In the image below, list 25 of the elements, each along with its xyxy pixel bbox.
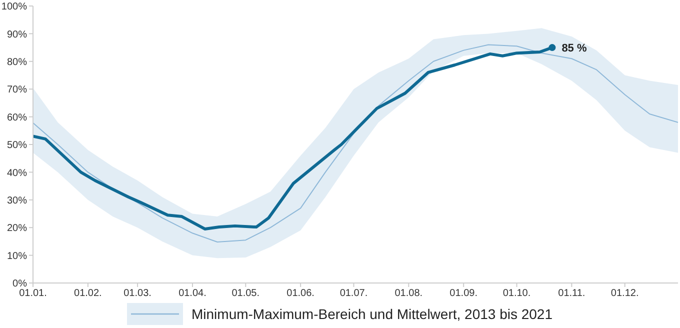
y-tick-label: 40% (6, 168, 28, 179)
y-tick-label: 60% (6, 112, 28, 124)
y-tick-label: 20% (6, 223, 28, 234)
y-tick-label: 30% (6, 195, 28, 206)
y-tick-label: 0% (12, 278, 28, 290)
x-tick-label: 01.06. (286, 288, 314, 300)
x-tick-label: 01.03. (124, 288, 152, 300)
legend-label: Minimum-Maximum-Bereich und Mittelwert, 2013 bis 2021 (191, 306, 553, 322)
y-tick-label: 100% (1, 2, 28, 13)
x-tick-label: 01.11. (558, 288, 586, 300)
y-tick-label: 50% (6, 140, 28, 152)
x-tick-label: 01.04. (178, 288, 206, 300)
x-tick-label: 01.02. (74, 288, 102, 300)
y-tick-label: 10% (6, 250, 28, 262)
y-tick-label: 90% (6, 29, 28, 40)
x-tick-label: 01.08. (394, 288, 423, 300)
x-tick-label: 01.10. (502, 288, 531, 300)
y-tick-label: 80% (6, 56, 28, 68)
y-tick-label: 70% (6, 84, 28, 96)
x-tick-label: 01.05. (232, 288, 260, 300)
x-tick-label: 01.09. (450, 288, 478, 300)
x-tick-label: 01.01. (19, 288, 47, 300)
x-tick-label: 01.07. (340, 288, 368, 300)
annotation: 85 % (562, 42, 587, 54)
x-tick-label: 01.12. (610, 288, 639, 300)
